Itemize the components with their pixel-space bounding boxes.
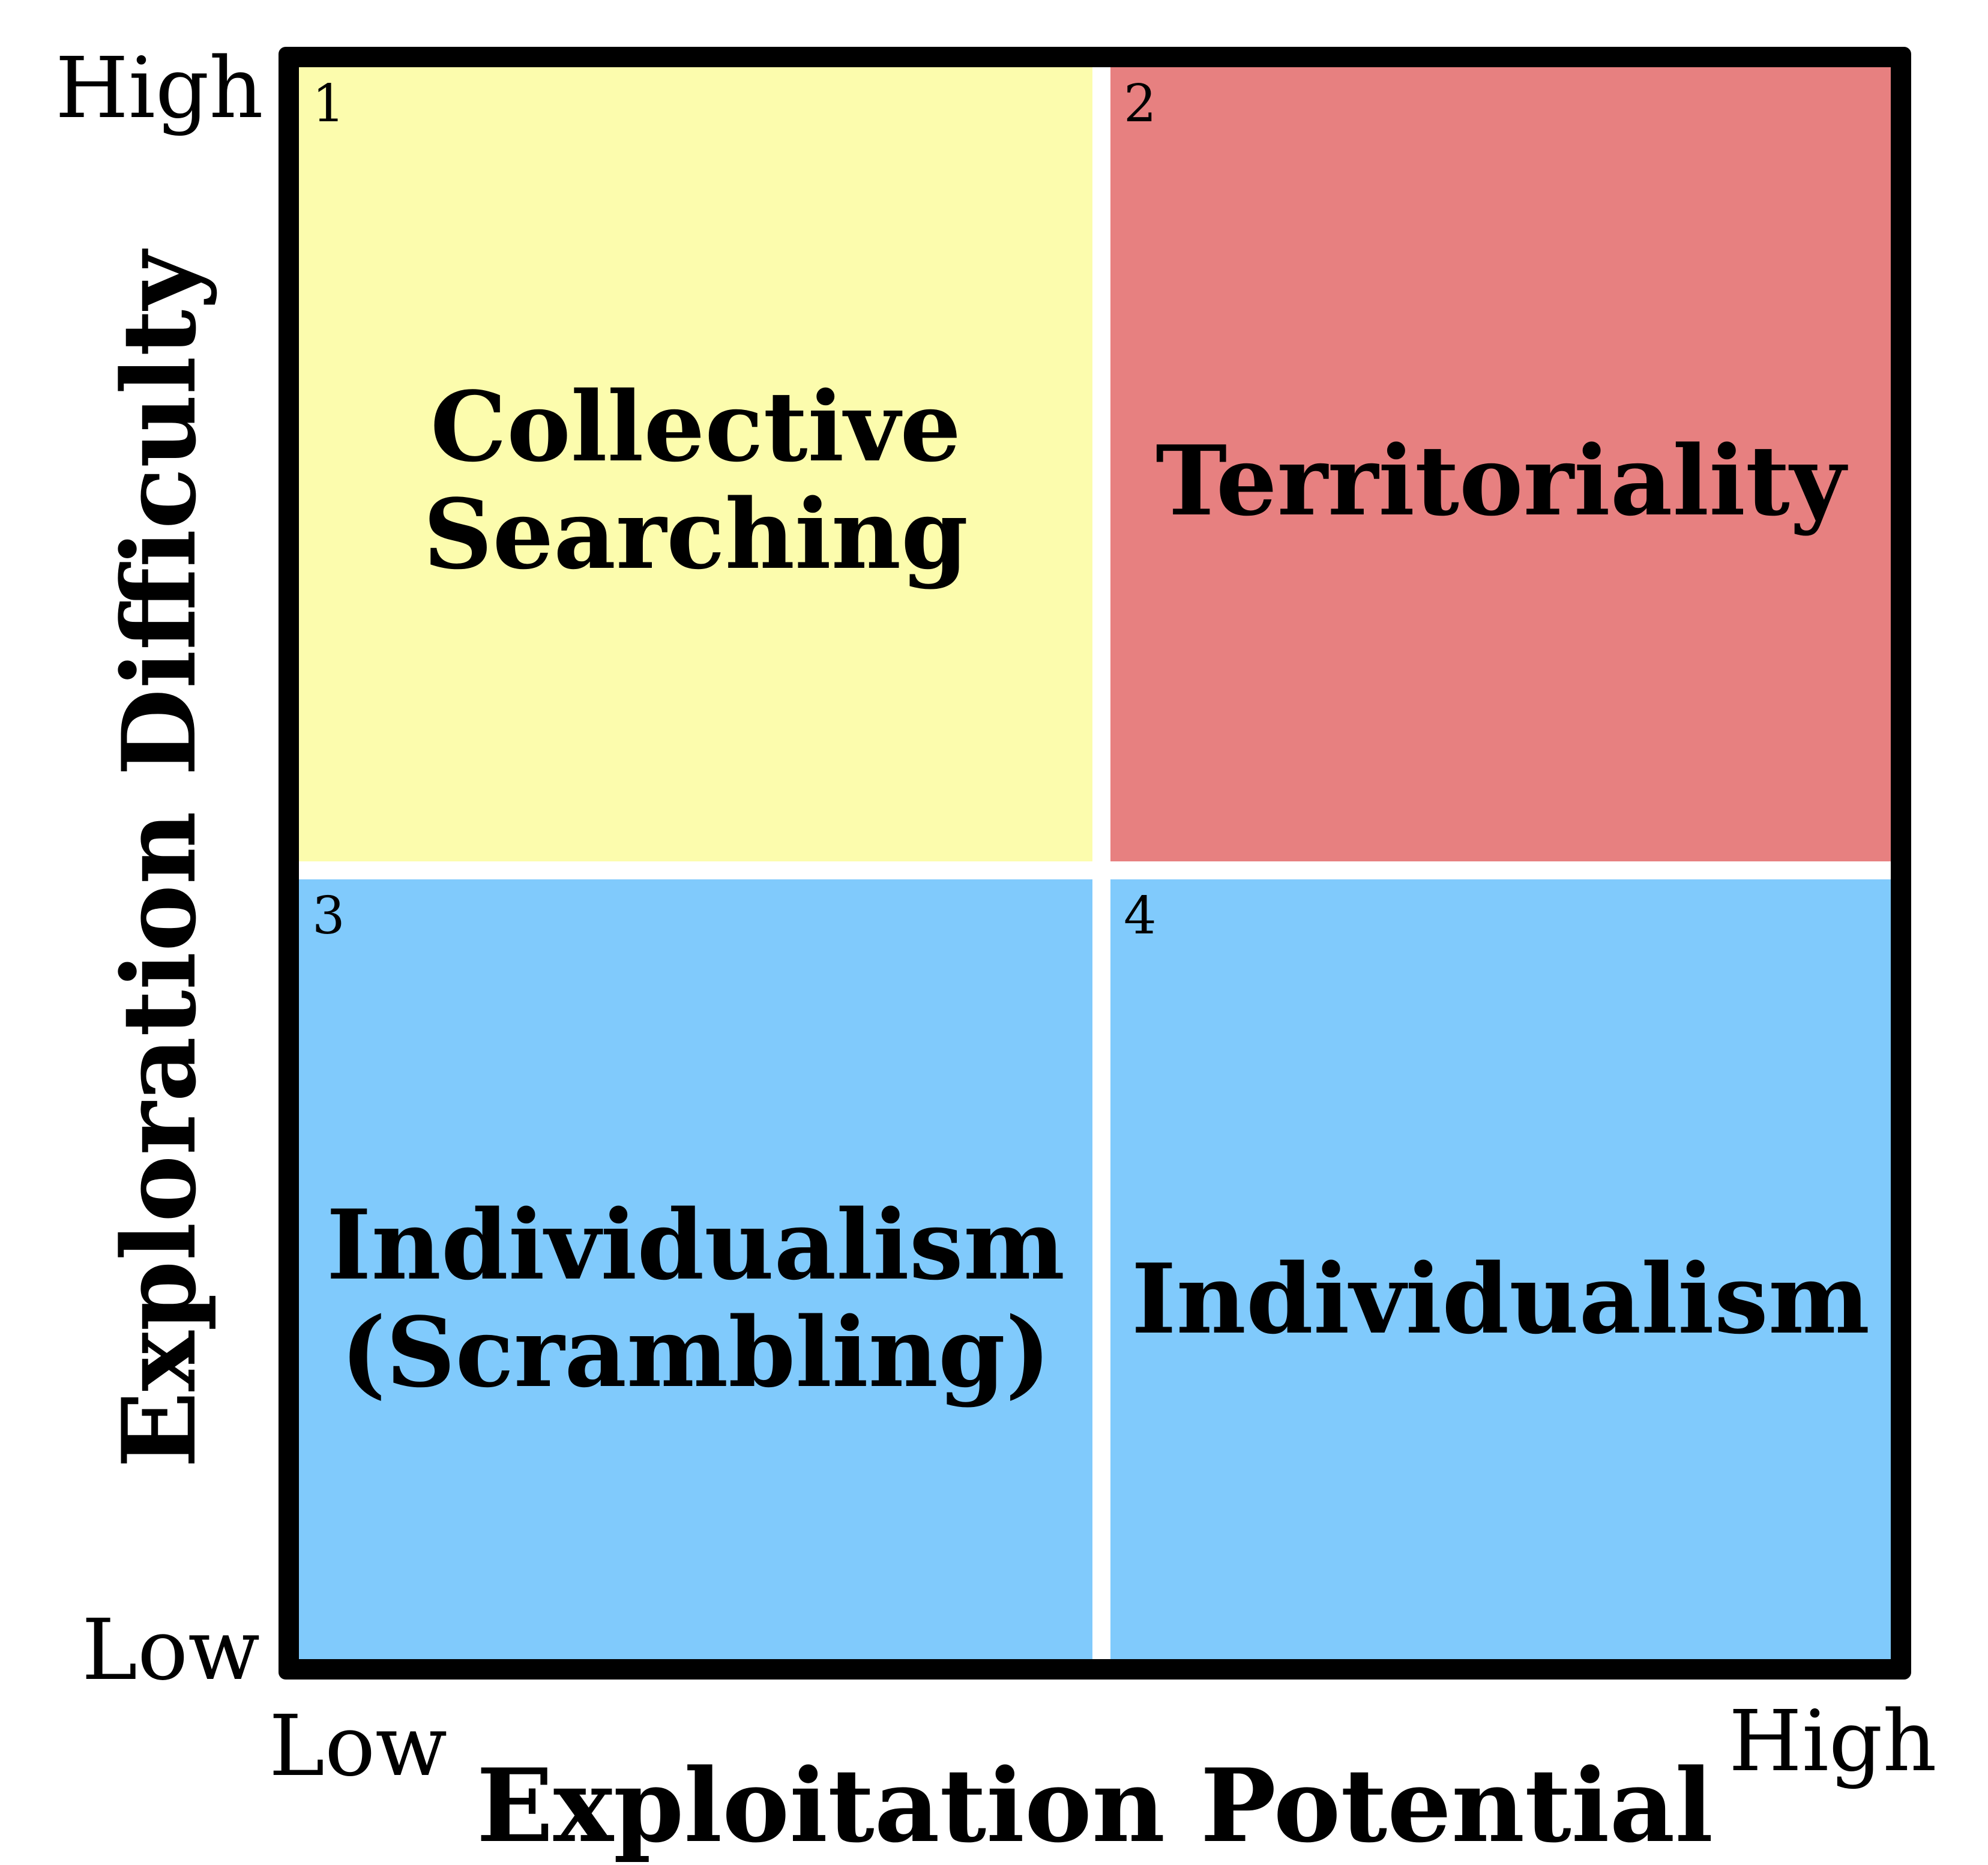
- quadrant-4-label-line-1: Individualism: [1131, 1243, 1870, 1355]
- x-axis-low-label: Low: [269, 1698, 448, 1795]
- y-axis-high-label: High: [55, 40, 264, 137]
- quadrant-2-number: 2: [1124, 74, 1157, 134]
- quadrant-4-number: 4: [1124, 886, 1157, 946]
- x-axis-high-label: High: [1729, 1693, 1937, 1791]
- quadrant-3-label: Individualism (Scrambling): [299, 1189, 1092, 1409]
- quadrant-1-label: Collective Searching: [299, 373, 1092, 588]
- quadrant-3-label-line-1: Individualism: [326, 1189, 1065, 1301]
- quadrant-2: 2 Territoriality: [1110, 67, 1891, 861]
- quadrant-2-label-line-1: Territoriality: [1155, 424, 1846, 537]
- x-axis-title: Exploitation Potential: [476, 1746, 1714, 1865]
- quadrant-3: 3 Individualism (Scrambling): [299, 879, 1092, 1659]
- quadrant-1-label-line-2: Searching: [423, 478, 969, 591]
- quadrant-4: 4 Individualism: [1110, 879, 1891, 1659]
- quadrant-2-label: Territoriality: [1110, 427, 1891, 535]
- quadrant-1-number: 1: [312, 74, 345, 134]
- y-axis-title: Exploration Difficulty: [100, 251, 218, 1468]
- quadrant-3-number: 3: [312, 886, 345, 946]
- quadrant-4-label: Individualism: [1110, 1243, 1891, 1355]
- quadrant-1: 1 Collective Searching: [299, 67, 1092, 861]
- y-axis-low-label: Low: [82, 1601, 261, 1699]
- quadrant-3-label-line-2: (Scrambling): [340, 1296, 1051, 1409]
- quadrant-1-label-line-1: Collective: [430, 370, 962, 483]
- quadrant-matrix: 1 Collective Searching 2 Territoriality …: [279, 47, 1911, 1680]
